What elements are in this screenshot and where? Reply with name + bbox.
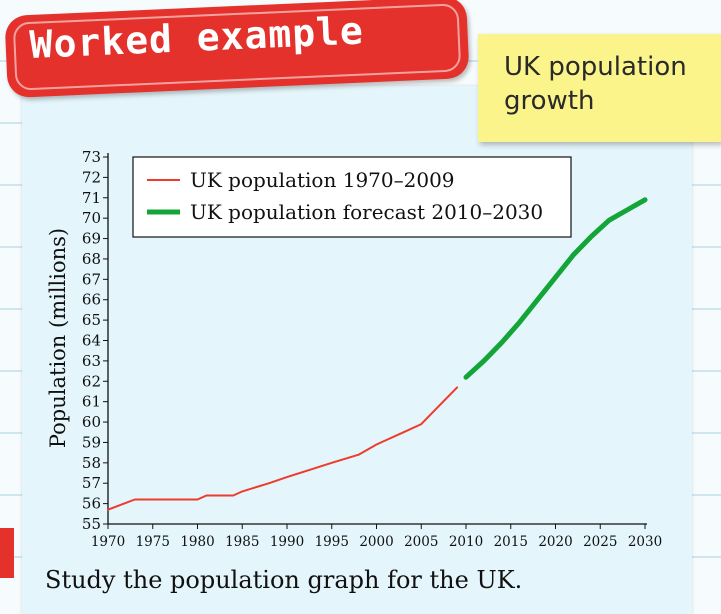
y-tick-label: 65	[82, 311, 101, 329]
legend-box	[132, 156, 572, 238]
caption-text: Study the population graph for the UK.	[45, 566, 523, 594]
x-tick-label: 2030	[628, 534, 662, 550]
y-tick-label: 68	[82, 250, 101, 268]
x-axis-ticks: 1970 1975 1980 1985 1990 1995 2000 2005 2010 2015…	[91, 524, 662, 550]
x-tick-label: 2015	[494, 534, 528, 550]
y-tick-label: 61	[82, 393, 101, 411]
x-tick-label: 2025	[583, 534, 617, 550]
y-tick-label: 58	[82, 454, 101, 472]
x-tick-label: 1990	[270, 534, 304, 550]
y-tick-label: 66	[82, 291, 101, 309]
chart-legend: UK population 1970–2009 UK population for…	[132, 156, 572, 238]
chart-series	[107, 197, 648, 511]
y-tick-label: 59	[82, 433, 101, 451]
y-axis-label: Population (millions)	[46, 227, 70, 449]
y-tick-label: 72	[82, 168, 101, 186]
y-tick-label: 71	[82, 189, 101, 207]
y-tick-label: 64	[82, 332, 101, 350]
y-tick-label: 56	[82, 495, 101, 513]
x-tick-label: 1995	[315, 534, 349, 550]
legend-label: UK population forecast 2010–2030	[190, 200, 543, 224]
sticky-note-title: UK population growth	[504, 52, 687, 116]
y-tick-label: 63	[82, 352, 101, 370]
x-tick-label: 1970	[91, 534, 125, 550]
y-tick-label: 73	[82, 148, 101, 166]
x-tick-label: 2010	[449, 534, 483, 550]
y-tick-label: 60	[82, 413, 101, 431]
series-line-forecast	[463, 197, 648, 380]
series-line-historic	[107, 386, 459, 511]
sticky-note: UK population growth	[478, 34, 721, 142]
x-tick-label: 2000	[359, 534, 393, 550]
y-tick-label: 70	[82, 209, 101, 227]
x-tick-label: 1975	[136, 534, 170, 550]
y-tick-label: 62	[82, 372, 101, 390]
y-tick-label: 57	[82, 474, 101, 492]
legend-label: UK population 1970–2009	[190, 168, 455, 192]
y-tick-label: 69	[82, 230, 101, 248]
x-tick-label: 1985	[225, 534, 259, 550]
x-tick-label: 2005	[404, 534, 438, 550]
y-axis-ticks: 55 56 57 58 59 60 61 62 63 64 65 66 67 68 69 70 71 72 73	[82, 148, 108, 533]
x-tick-label: 1980	[180, 534, 214, 550]
y-tick-label: 55	[82, 515, 101, 533]
red-margin-tab	[0, 528, 14, 578]
x-tick-label: 2020	[538, 534, 572, 550]
y-tick-label: 67	[82, 270, 101, 288]
